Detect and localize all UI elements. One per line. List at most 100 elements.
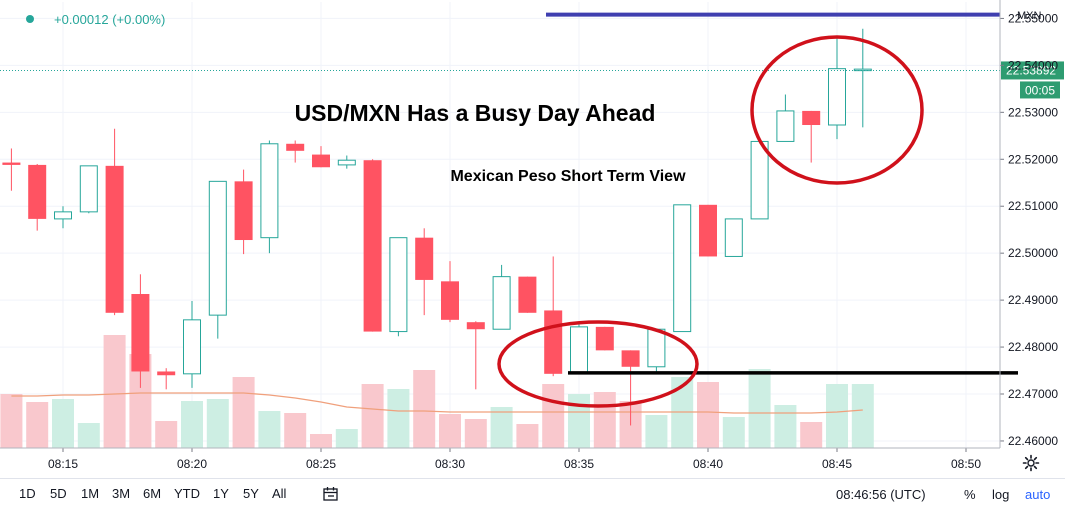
candle-body <box>750 140 769 220</box>
price-tag-bg <box>1001 61 1064 80</box>
auto-scale-button[interactable]: auto <box>1025 487 1051 502</box>
y-tick-label: 22.52000 <box>1008 152 1058 166</box>
volume-bar <box>26 402 49 448</box>
countdown-tag-value: 00:05 <box>1025 83 1055 97</box>
volume-bar <box>851 384 874 448</box>
x-tick-label: 08:35 <box>564 457 594 471</box>
settings-gear-icon[interactable] <box>1022 454 1040 472</box>
candle-body <box>79 165 98 213</box>
candle-body <box>466 322 485 330</box>
candle-body <box>621 350 640 367</box>
x-tick-label: 08:50 <box>951 457 981 471</box>
volume-ma-line <box>11 392 863 414</box>
candle-body <box>724 218 743 257</box>
currency-label: MXN <box>1017 10 1042 22</box>
timeframe-1d-button[interactable]: 1D <box>19 486 36 501</box>
y-tick-label: 22.55000 <box>1008 11 1058 25</box>
volume-bar <box>542 384 565 448</box>
candle-body <box>312 154 330 168</box>
volume-bar <box>439 414 461 448</box>
candle-body <box>105 165 124 313</box>
candle-body <box>208 180 227 316</box>
volume-bar <box>232 377 255 448</box>
candle-body <box>647 328 666 368</box>
y-tick-label: 22.47000 <box>1008 387 1058 401</box>
x-tick-label: 08:20 <box>177 457 207 471</box>
timeframe-3m-button[interactable]: 3M <box>112 486 131 501</box>
volume-bar <box>826 384 848 448</box>
volume-bar <box>774 405 797 448</box>
volume-bar <box>258 411 281 448</box>
volume-bar <box>568 394 590 448</box>
candle-body <box>337 159 356 166</box>
candle-body <box>363 160 382 332</box>
volume-bar <box>181 401 203 448</box>
candle-body <box>853 68 872 72</box>
volume-bar <box>516 424 539 448</box>
percent-scale-button[interactable]: % <box>964 487 976 502</box>
volume-bar <box>413 370 436 448</box>
volume-bar <box>800 422 823 448</box>
timeframe-1m-button[interactable]: 1M <box>81 486 100 501</box>
candle-body <box>802 110 821 126</box>
volume-bar <box>645 415 668 448</box>
date-range-icon[interactable] <box>322 486 340 502</box>
annotation-main-title: USD/MXN Has a Busy Day Ahead <box>295 100 656 126</box>
annotation-subtitle: Mexican Peso Short Term View <box>450 168 686 185</box>
y-tick-label: 22.49000 <box>1008 293 1058 307</box>
candle-body <box>595 326 614 351</box>
x-tick-label: 08:40 <box>693 457 723 471</box>
status-dot-icon <box>26 15 34 23</box>
volume-bar <box>387 389 410 448</box>
candle-body <box>518 276 537 313</box>
volume-bar <box>593 392 616 448</box>
timeframe-ytd-button[interactable]: YTD <box>174 486 200 501</box>
volume-bar <box>722 417 745 448</box>
volume-bar <box>697 382 719 448</box>
volume-bar <box>103 335 126 448</box>
timeframe-5y-button[interactable]: 5Y <box>243 486 259 501</box>
volume-bar <box>52 399 74 448</box>
y-tick-label: 22.50000 <box>1008 246 1058 260</box>
bottom-toolbar <box>0 478 1065 516</box>
candle-body <box>544 310 563 374</box>
axes: 22.46000 22.47000 22.48000 22.49000 22.50000… <box>0 0 1058 471</box>
timeframe-6m-button[interactable]: 6M <box>143 486 162 501</box>
candle-body <box>699 204 717 257</box>
volume-bar <box>284 413 307 448</box>
y-tick-label: 22.54000 <box>1008 58 1058 72</box>
y-tick-label: 22.53000 <box>1008 105 1058 119</box>
candle-body <box>157 371 176 376</box>
candle-body <box>131 294 150 372</box>
price-change-text: +0.00012 (+0.00%) <box>54 12 166 27</box>
x-tick-label: 08:15 <box>48 457 78 471</box>
volume-bar <box>335 429 358 448</box>
log-scale-button[interactable]: log <box>992 487 1010 502</box>
highlight-circle-upper <box>750 35 924 185</box>
candle-body <box>570 326 588 375</box>
time-status: 08:46:56 (UTC) <box>836 487 926 502</box>
candle-body <box>389 237 408 333</box>
volume-bar <box>206 399 229 448</box>
candle-body <box>234 181 253 241</box>
candle-body <box>673 204 692 333</box>
volume-bar <box>0 394 23 448</box>
volume-bar <box>464 419 487 448</box>
timeframe-5d-button[interactable]: 5D <box>50 486 67 501</box>
candle-body <box>776 110 795 142</box>
timeframe-1y-button[interactable]: 1Y <box>213 486 229 501</box>
candle-body <box>183 319 201 375</box>
timeframe-all-button[interactable]: All <box>272 486 287 501</box>
price-tag-value: 22.53892 <box>1006 63 1056 77</box>
volume-bar <box>155 421 178 448</box>
y-tick-label: 22.51000 <box>1008 199 1058 213</box>
current-price-tag: 22.53892 00:05 <box>1001 61 1064 99</box>
candle-body <box>441 281 459 320</box>
x-tick-label: 08:30 <box>435 457 465 471</box>
x-tick-label: 08:45 <box>822 457 852 471</box>
volume-bar <box>490 407 513 448</box>
countdown-tag-bg <box>1020 81 1060 99</box>
volume-bar <box>129 354 152 448</box>
